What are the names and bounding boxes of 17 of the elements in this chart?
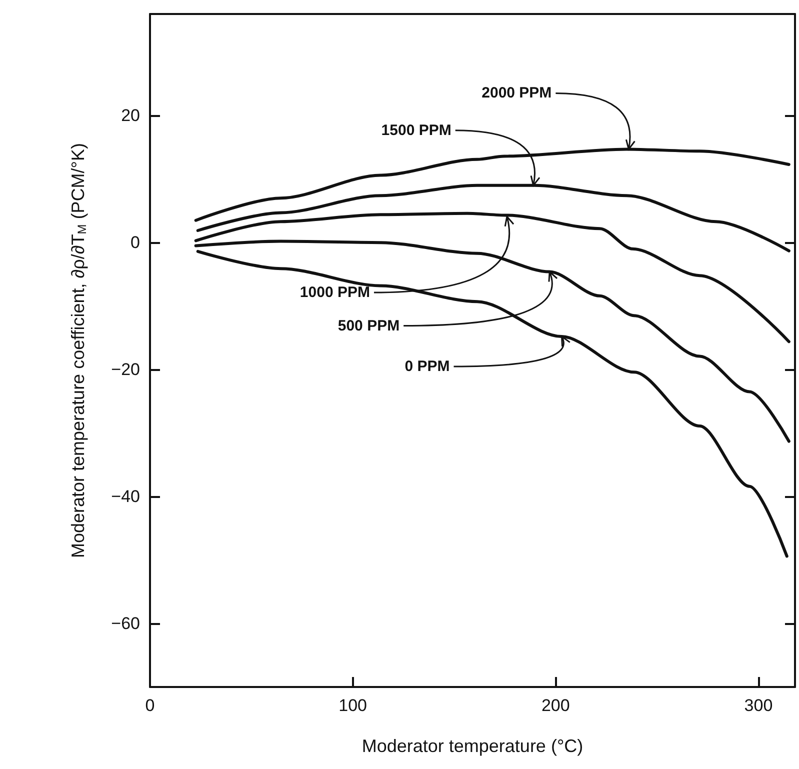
y-tick-label: −20 bbox=[111, 360, 140, 380]
annotation: 0 PPM bbox=[404, 358, 450, 376]
x-tick-label: 0 bbox=[145, 696, 155, 715]
x-axis-title: Moderator temperature (°C) bbox=[362, 736, 584, 756]
x-tick-label: 200 bbox=[541, 696, 570, 715]
annotation: 2000 PPM bbox=[482, 84, 552, 102]
annotation: 1000 PPM bbox=[300, 284, 370, 302]
y-tick-label: −40 bbox=[111, 487, 140, 506]
y-tick-label: 0 bbox=[130, 233, 140, 252]
y-tick-label: 20 bbox=[121, 106, 140, 126]
x-tick-label: 100 bbox=[338, 696, 368, 715]
y-tick-label: −60 bbox=[111, 614, 140, 634]
annotation: 500 PPM bbox=[338, 317, 400, 334]
y-axis-title: Moderator temperature coefficient, ∂ρ/∂TM (PCM/°K) bbox=[68, 142, 89, 558]
annotation: 1500 PPM bbox=[381, 122, 452, 139]
line-series bbox=[194, 212, 790, 344]
x-tick-label: 300 bbox=[744, 696, 773, 715]
